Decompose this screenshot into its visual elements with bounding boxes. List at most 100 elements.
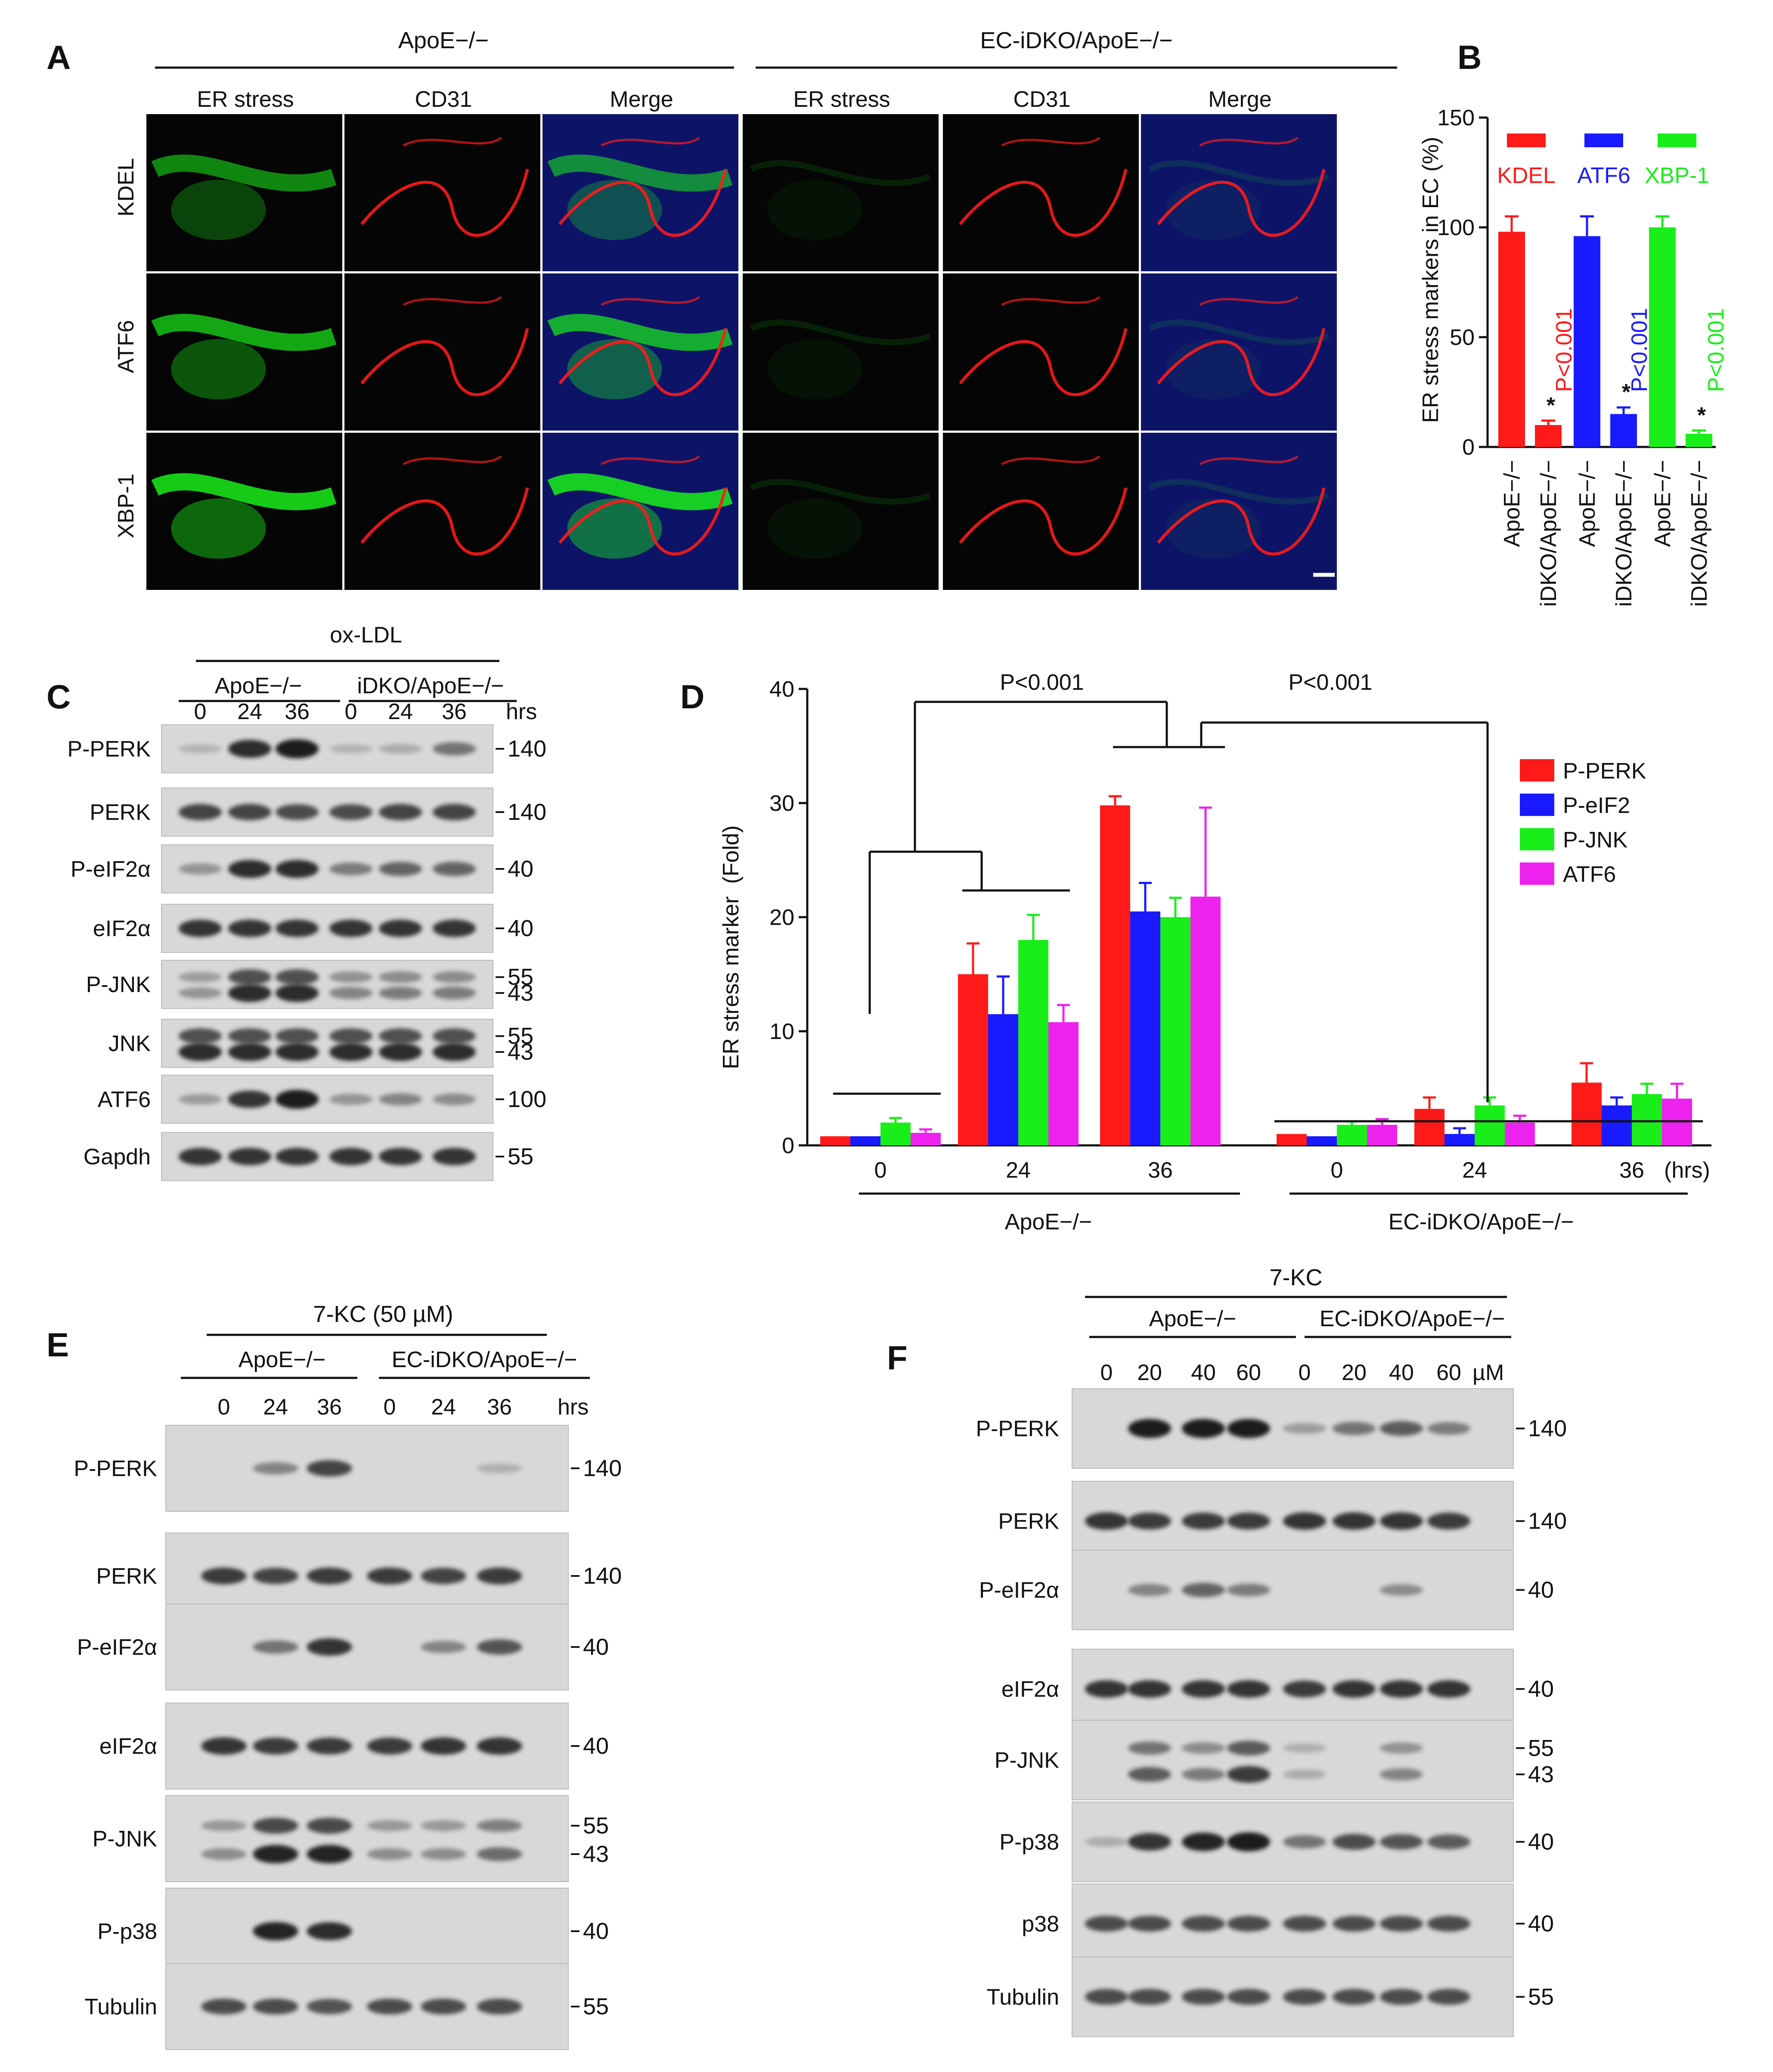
blot-protein-label: JNK <box>108 1031 151 1056</box>
panel-d-bar <box>1100 805 1130 1145</box>
panel-d-bar <box>1367 1125 1397 1145</box>
panel-c-treatment: ox-LDL <box>330 623 402 648</box>
blot-band <box>1182 1419 1225 1438</box>
blot-band <box>1333 1989 1376 2005</box>
blot-band <box>1085 1916 1128 1932</box>
blot-protein-label: Tubulin <box>986 1985 1059 2010</box>
panel-f-blots: 0 20 40 60 0 20 40 60 µM P-PERK 140 PERK 140 P-eIF2α 4… <box>976 1360 1567 2037</box>
blot-membrane <box>1072 1550 1514 1630</box>
panel-d-bar <box>911 1132 941 1145</box>
blot-row: eIF2α 40 <box>93 904 533 953</box>
panel-d-x-unit: (hrs) <box>1664 1158 1710 1183</box>
panel-d-legend-label: P-PERK <box>1563 759 1646 784</box>
micrograph-image <box>542 273 738 431</box>
blot-band <box>477 1464 522 1473</box>
panel-d-bar <box>1444 1134 1475 1145</box>
blot-band <box>307 1922 352 1940</box>
blot-band <box>477 1737 522 1755</box>
panel-a-row-label: KDEL <box>114 158 139 217</box>
blot-band <box>201 1737 247 1755</box>
micrograph-image <box>344 433 540 590</box>
blot-band <box>1182 1768 1225 1781</box>
panel-d-legend-swatch <box>1520 828 1554 850</box>
micrograph-image <box>943 114 1139 271</box>
panel-b-x-label: ApoE−/− <box>1500 460 1525 547</box>
micrograph-grid <box>146 114 1337 590</box>
blot-band <box>253 1998 298 2015</box>
panel-d-legend-swatch <box>1520 759 1554 782</box>
blot-membrane <box>161 1019 493 1068</box>
panel-d-tick-label: 30 <box>769 791 794 816</box>
blot-band <box>477 1639 522 1655</box>
micrograph-image <box>344 273 540 431</box>
panel-b-label: B <box>1457 38 1482 76</box>
blot-band <box>421 1998 466 2015</box>
mw-marker-label: 40 <box>1528 1829 1554 1855</box>
blot-band <box>1128 1833 1171 1851</box>
blot-band <box>433 986 476 999</box>
mw-marker-label: 140 <box>583 1563 622 1589</box>
panel-d-bar <box>880 1123 911 1145</box>
mw-marker-label: 55 <box>1528 1984 1554 2010</box>
blot-band <box>1380 1768 1423 1780</box>
mw-marker-label: 40 <box>583 1733 609 1759</box>
mw-marker-label: 140 <box>508 736 546 762</box>
blot-protein-label: eIF2α <box>99 1734 157 1759</box>
blot-band <box>228 984 271 1002</box>
blot-band <box>1182 1916 1225 1932</box>
panel-d-bar <box>1160 917 1190 1145</box>
panel-d-tick-label: 20 <box>769 905 794 930</box>
panel-b-bar <box>1610 414 1637 447</box>
panel-d-group-label: EC-iDKO/ApoE−/− <box>1389 1210 1574 1235</box>
blot-band <box>228 740 271 758</box>
panel-b-legend-swatch <box>1507 133 1546 147</box>
blot-band <box>307 1999 352 2014</box>
blot-protein-label: PERK <box>90 800 151 825</box>
mw-marker-label: 43 <box>1528 1762 1554 1787</box>
panel-d-category-label: 24 <box>1006 1158 1031 1183</box>
micrograph-image <box>344 114 540 271</box>
blot-row: PERK 140 <box>998 1481 1567 1561</box>
blot-band <box>276 739 319 758</box>
micrograph-image <box>743 433 939 590</box>
mw-marker-label: 40 <box>583 1918 609 1944</box>
blot-protein-label: P-eIF2α <box>77 1635 157 1660</box>
panel-f: F 7-KC ApoE−/− EC-iDKO/ApoE−/− 0 20 40 60 0 2… <box>887 1265 1567 2037</box>
blot-band <box>433 1043 476 1061</box>
blot-band <box>307 1638 352 1656</box>
blot-band <box>477 1567 522 1585</box>
mw-marker-label: 55 <box>1528 1735 1554 1761</box>
blot-protein-label: P-p38 <box>999 1830 1059 1855</box>
mw-marker-label: 40 <box>508 915 533 941</box>
blot-band <box>477 1998 522 2015</box>
panel-a-col-label: ER stress <box>793 87 890 112</box>
panel-d-bar <box>1475 1105 1505 1145</box>
panel-d-bar <box>988 1014 1018 1145</box>
panel-a-col-label: Merge <box>610 87 673 112</box>
blot-band <box>253 1640 298 1654</box>
blot-band <box>379 862 422 876</box>
panel-e: E 7-KC (50 µM) ApoE−/− EC-iDKO/ApoE−/− 0… <box>46 1301 622 2050</box>
blot-band <box>367 1820 412 1831</box>
panel-a-col-label: ER stress <box>197 87 294 112</box>
blot-band <box>421 1737 466 1755</box>
panel-b-pvalue: P<0.001 <box>1704 308 1729 392</box>
panel-e-group2: EC-iDKO/ApoE−/− <box>392 1347 577 1372</box>
lane-label: 0 <box>194 699 207 724</box>
panel-a-group1-title: ApoE−/− <box>398 28 489 53</box>
blot-protein-label: P-PERK <box>976 1417 1059 1442</box>
blot-band <box>1227 1989 1270 2005</box>
micrograph-image <box>146 433 342 590</box>
blot-band <box>1085 1680 1128 1698</box>
panel-b-x-label: ApoE−/− <box>1650 460 1675 547</box>
blot-band <box>276 804 319 820</box>
blot-band <box>1380 1584 1423 1596</box>
panel-d-bar <box>850 1136 880 1145</box>
lane-label: 24 <box>388 699 413 724</box>
blot-band <box>201 1820 247 1831</box>
panel-a-col-label: Merge <box>1208 87 1271 112</box>
blot-row: P-eIF2α 40 <box>71 844 533 893</box>
